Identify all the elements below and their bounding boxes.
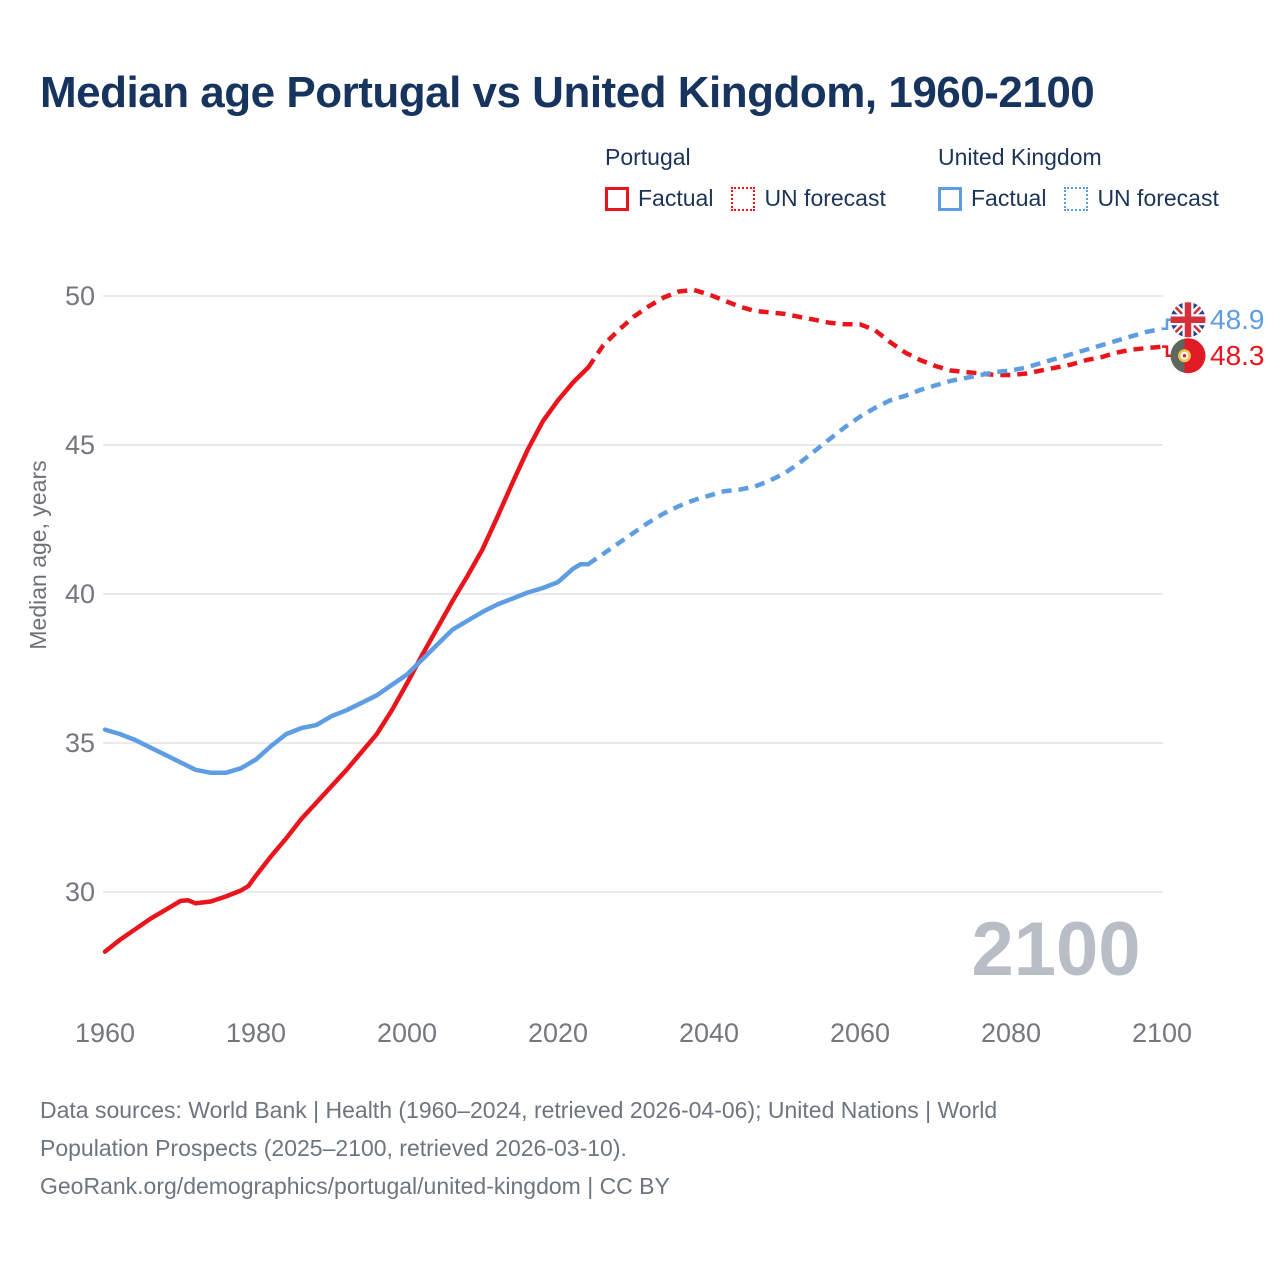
x-tick-label-2100: 2100: [1132, 1018, 1192, 1048]
series-line-uk-dashed: [586, 326, 1163, 567]
legend-item-uk-factual[interactable]: Factual: [938, 185, 1046, 212]
end-value-uk: 48.9: [1210, 304, 1265, 335]
x-tick-label-2040: 2040: [679, 1018, 739, 1048]
legend-uk-title: United Kingdom: [938, 144, 1102, 170]
legend-uk-factual-label: Factual: [971, 185, 1047, 211]
y-tick-label-30: 30: [65, 877, 95, 907]
series-line-portugal-dashed: [586, 287, 1163, 378]
portugal-flag-icon: [1170, 338, 1206, 374]
data-sources-line-2: Population Prospects (2025–2100, retriev…: [40, 1135, 627, 1161]
portugal-flag-part: [1184, 338, 1206, 374]
series-line-uk-solid: [102, 561, 591, 776]
georank-attribution-link[interactable]: GeoRank.org/demographics/portugal/united…: [40, 1173, 670, 1199]
portugal-flag-part: [1182, 354, 1187, 358]
legend-portugal-row: Factual UN forecast: [605, 185, 886, 212]
portugal-factual-swatch-icon: [605, 186, 629, 211]
uk-flag-icon: [1170, 302, 1206, 338]
uk-flag-part: [1170, 302, 1206, 338]
y-tick-label-50: 50: [65, 281, 95, 311]
chart-canvas: 30 35 40 45 50 2100 1960 1980 2000 2020 2040 2060 20…: [25, 281, 1265, 1048]
end-value-portugal: 48.3: [1210, 340, 1265, 371]
page-title: Median age Portugal vs United Kingdom, 1…: [40, 68, 1095, 117]
x-tick-label-2020: 2020: [528, 1018, 588, 1048]
portugal-flag-part: [1170, 338, 1185, 374]
x-tick-label-1980: 1980: [226, 1018, 286, 1048]
y-axis-title: Median age, years: [25, 460, 51, 649]
watermark-year: 2100: [971, 907, 1140, 992]
series-line-portugal-solid: [102, 365, 591, 954]
x-tick-label-1960: 1960: [75, 1018, 135, 1048]
legend-item-portugal-factual[interactable]: Factual: [605, 185, 713, 212]
legend-item-uk-forecast[interactable]: UN forecast: [1064, 185, 1219, 212]
legend-uk: United Kingdom Factual UN forecast: [938, 144, 1219, 212]
legend-portugal: Portugal Factual UN forecast: [605, 144, 886, 212]
y-tick-label-45: 45: [65, 430, 95, 460]
end-label-connector-uk: [1162, 318, 1171, 331]
uk-factual-swatch-icon: [938, 186, 962, 211]
data-sources-line-1: Data sources: World Bank | Health (1960–…: [40, 1097, 998, 1123]
legend-portugal-forecast-label: UN forecast: [764, 185, 886, 211]
y-tick-label-40: 40: [65, 579, 95, 609]
legend-uk-row: Factual UN forecast: [938, 185, 1219, 212]
x-tick-label-2080: 2080: [981, 1018, 1041, 1048]
legend-portugal-factual-label: Factual: [638, 185, 714, 211]
y-tick-label-35: 35: [65, 728, 95, 758]
uk-forecast-swatch-icon: [1064, 186, 1089, 211]
end-label-connector-portugal: [1162, 345, 1171, 357]
x-tick-label-2000: 2000: [377, 1018, 437, 1048]
legend-portugal-title: Portugal: [605, 144, 691, 170]
footer: Data sources: World Bank | Health (1960–…: [40, 1091, 1200, 1205]
legend-item-portugal-forecast[interactable]: UN forecast: [731, 185, 886, 212]
portugal-forecast-swatch-icon: [731, 186, 756, 211]
x-tick-label-2060: 2060: [830, 1018, 890, 1048]
legend-uk-forecast-label: UN forecast: [1097, 185, 1219, 211]
